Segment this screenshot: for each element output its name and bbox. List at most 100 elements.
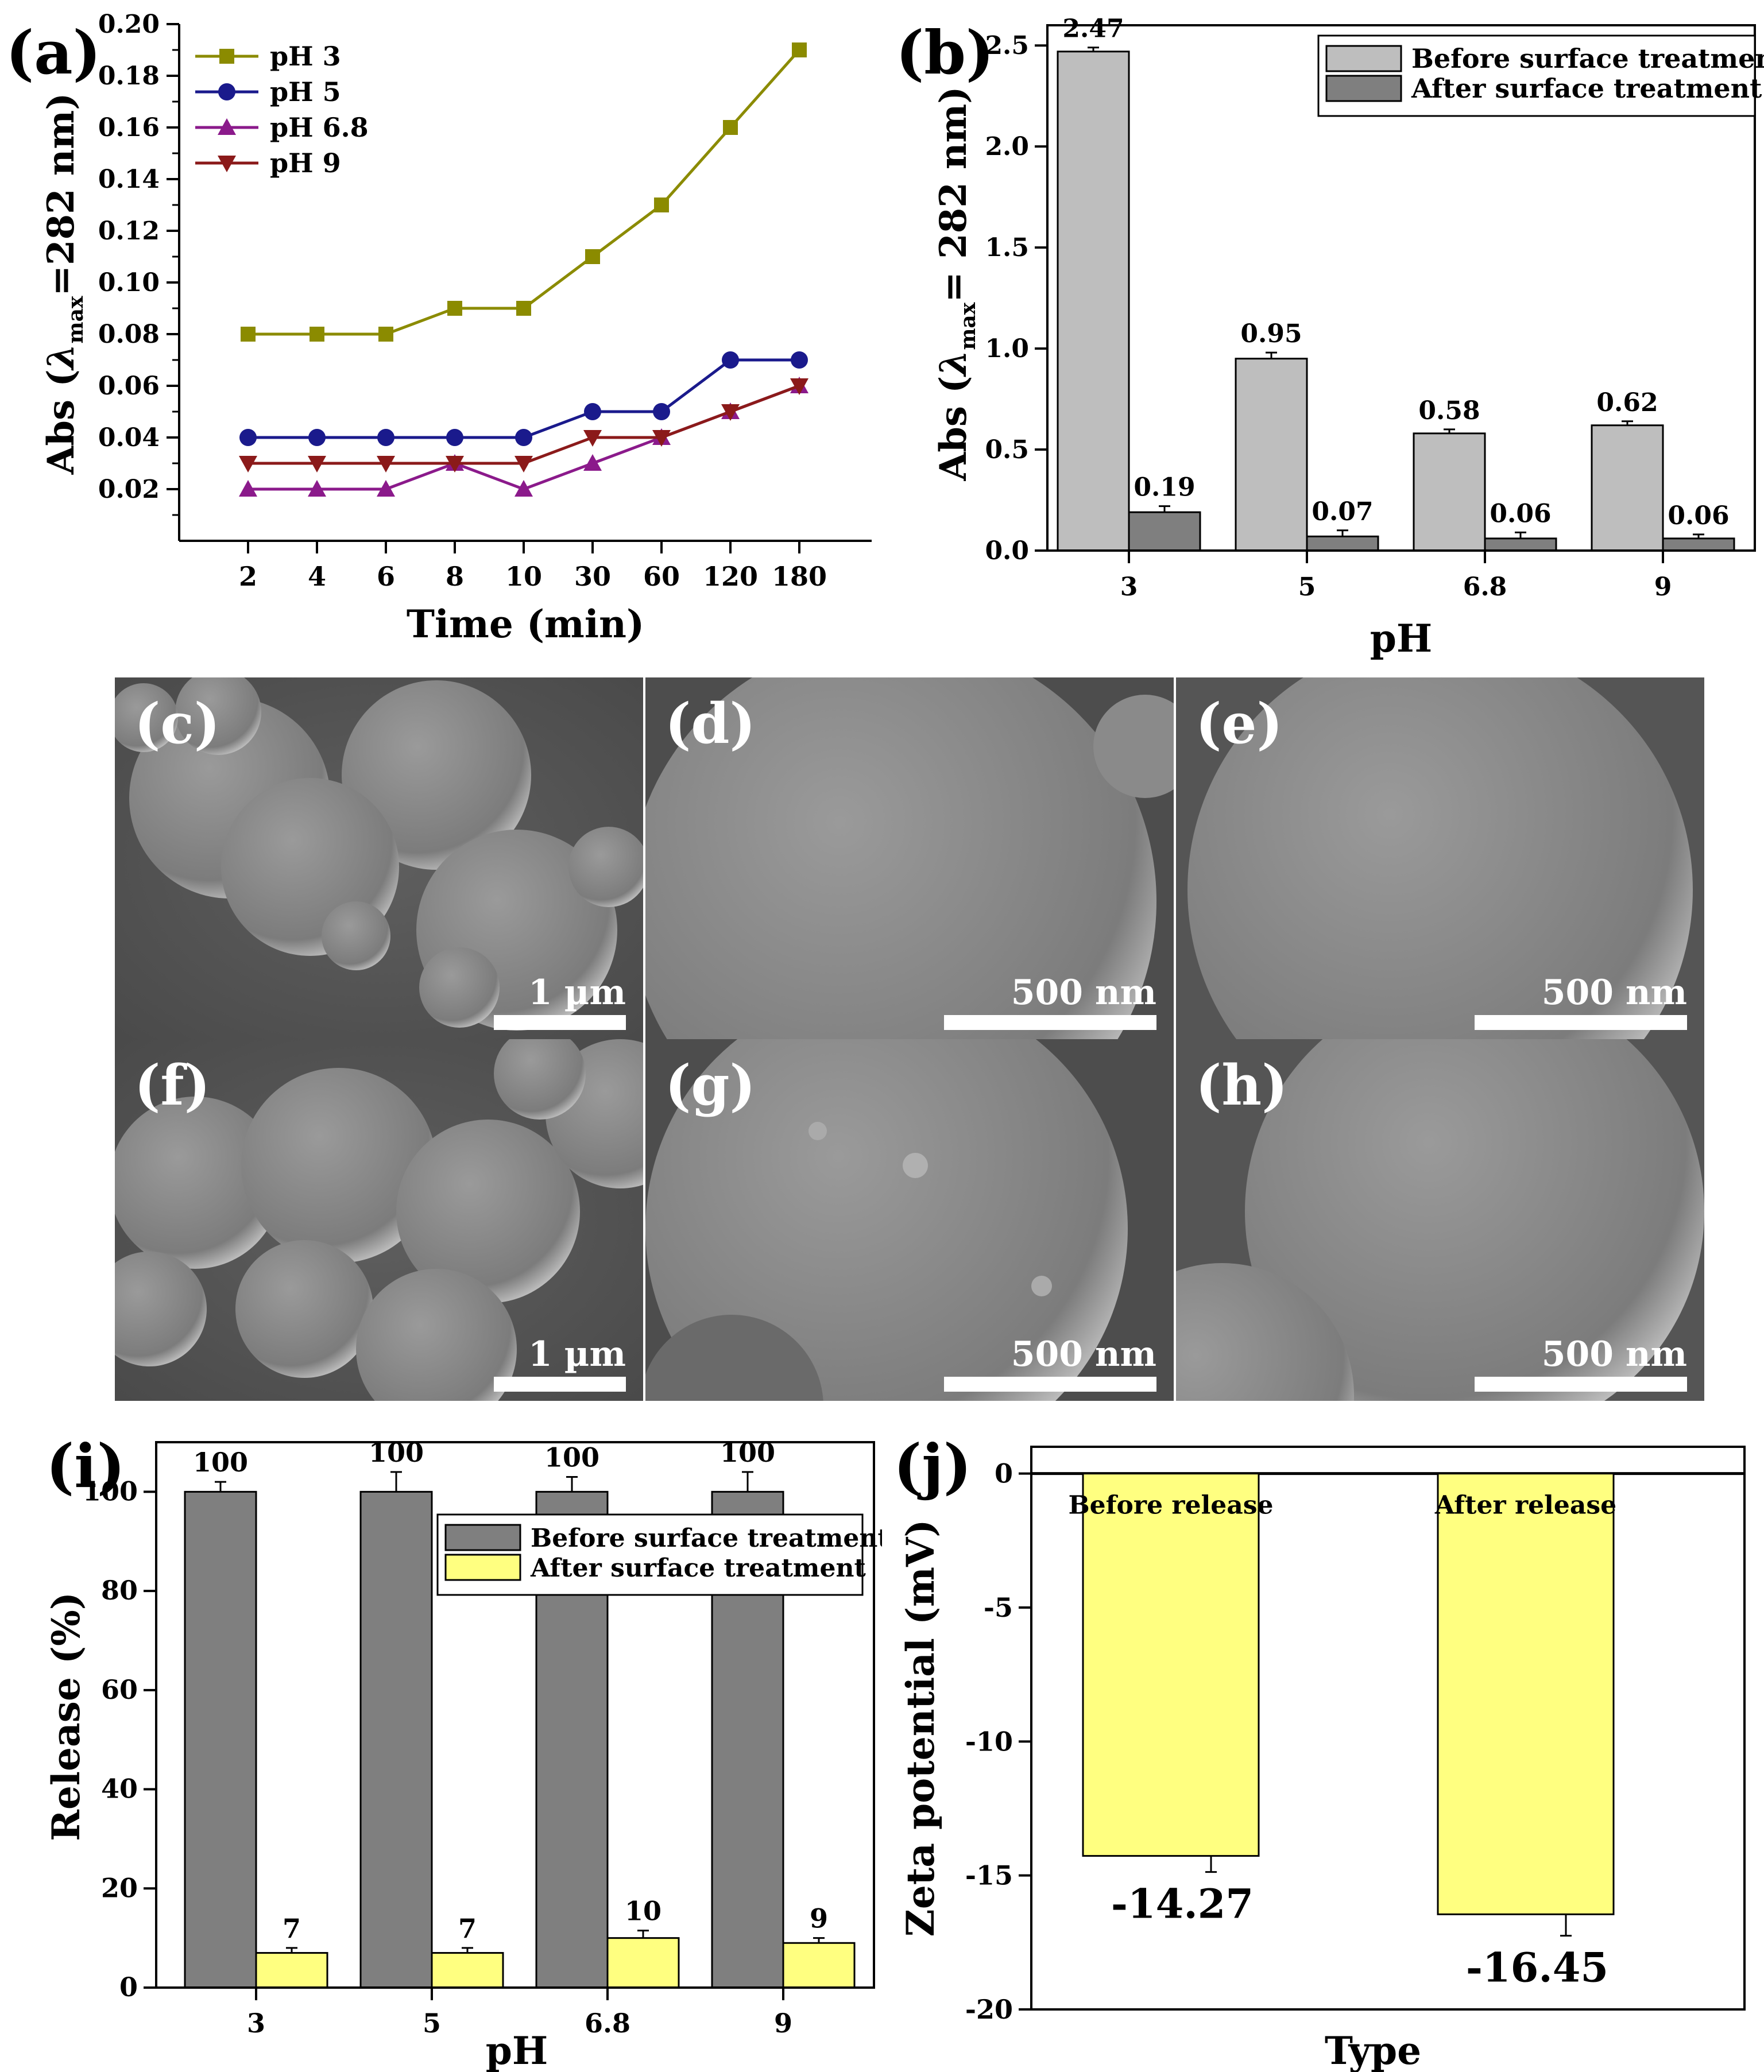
sem-micrograph [645,677,1174,1039]
data-point [583,430,602,447]
legend-swatch [1325,75,1402,102]
series-line [248,384,800,465]
y-tick-label: 0.16 [98,113,160,142]
data-point [377,429,394,446]
bar [1082,1473,1260,1857]
sem-micrograph [1176,1039,1704,1401]
legend-marker [219,49,234,64]
panel-b-ylabel-part2: = 282 nm) [932,86,975,302]
scale-bar-text: 500 nm [1011,1334,1156,1374]
bar [359,1490,433,1989]
panel-i-label: (i) [46,1431,125,1501]
data-label: 7 [458,1913,477,1944]
x-tick-label: 3 [247,2008,265,2039]
data-point [792,42,807,57]
series-line [248,358,799,439]
sem-image-d: (d) 500 nm [645,677,1174,1039]
data-label: 0.06 [1668,501,1729,530]
x-tick-label: 60 [643,561,680,592]
panel-b-ylabel-lambda: λ [932,350,975,378]
y-tick-label: 60 [101,1674,138,1705]
panel-b-x-axis-title: pH [1370,616,1433,661]
x-tick-label: 8 [446,561,464,592]
panel-i-plot-frame [155,1441,875,1989]
bar [1128,511,1201,552]
bar [606,1937,680,1989]
panel-i-x-axis-title: pH [486,2028,548,2072]
bar [1591,424,1664,552]
y-tick-label: 2.5 [985,31,1029,60]
scale-bar-text: 1 µm [528,1334,626,1374]
data-point [515,429,532,446]
panel-j-y-axis-title: Zeta potential (mV) [898,1520,943,1937]
data-point [723,120,738,135]
y-tick-label: 0.5 [985,435,1029,464]
bar [782,1942,856,1989]
y-tick-label: 100 [83,1475,138,1506]
data-label: 100 [193,1447,248,1478]
y-tick-label: 0.14 [98,165,160,194]
sem-panel-label: (e) [1196,691,1283,756]
legend-marker [218,156,236,172]
sem-image-f: (f) 1 µm [115,1039,643,1401]
legend-label: After surface treatment [1411,73,1762,104]
scale-bar-line [1475,1015,1687,1030]
legend-marker [218,118,236,135]
bar [1057,51,1130,552]
data-point [514,480,533,497]
panel-j-x-axis-title: Type [1325,2028,1421,2072]
data-label: 100 [544,1442,599,1473]
sem-image-h: (h) 500 nm [1176,1039,1704,1401]
panel-j-plot-frame [1030,1446,1746,2011]
scale-bar-line [494,1377,626,1392]
data-label: 2.47 [1062,14,1124,44]
y-tick-label: -5 [984,1592,1013,1623]
legend-label: pH 6.8 [270,112,369,143]
data-point [447,301,462,316]
legend-swatch [444,1554,521,1581]
scale-bar-line [944,1015,1156,1030]
category-label: Before release [1068,1491,1273,1520]
y-tick-label: 0.20 [98,10,160,39]
bar [1662,537,1735,552]
panel-j-bar-chart: (j) 0 -5 -10 -15 -20 Before release -14.27 Aft… [893,1431,1746,2072]
scale-bar-text: 1 µm [528,973,626,1013]
data-point [516,301,531,316]
y-tick-label: 2.0 [985,132,1029,161]
scale-bar: 1 µm [494,1334,626,1392]
panel-a-ylabel-sub: max [64,296,88,343]
data-point [239,456,257,473]
sem-micrograph [115,1039,643,1401]
data-label: 0.19 [1134,473,1195,502]
data-point [378,327,393,342]
bar [1306,535,1379,552]
x-tick-label: 10 [505,561,542,592]
data-label: -16.45 [1466,1944,1608,1992]
scale-bar: 500 nm [944,1334,1156,1392]
y-tick-label: 0.10 [98,268,160,297]
x-tick-label: 6.8 [585,2008,630,2039]
panel-b-bar-chart: (b) 0.0 0.5 1.0 1.5 2.0 2.5 3 5 6.8 9 2.47 0.19 0.… [896,14,1764,661]
x-tick-label: 5 [423,2008,441,2039]
data-point [239,480,257,497]
legend-label: pH 5 [270,76,341,107]
data-point [377,480,395,497]
sem-panel-label: (c) [134,691,220,756]
panel-a-ylabel-part1: Abs ( [40,369,83,475]
y-tick-label: 0.06 [98,371,160,401]
data-point [310,327,324,342]
y-tick-label: 0.08 [98,320,160,349]
data-label: 0.07 [1312,497,1373,526]
scale-bar-text: 500 nm [1011,973,1156,1013]
scale-bar-text: 500 nm [1541,973,1687,1013]
data-point [721,404,740,421]
sem-panel-label: (h) [1196,1053,1288,1118]
panel-b-ylabel-part1: Abs ( [932,376,975,482]
y-tick-label: 0 [995,1458,1013,1489]
x-tick-label: 180 [772,561,827,592]
x-tick-label: 9 [1654,572,1672,602]
y-tick-label: -20 [965,1994,1013,2025]
panel-a-ylabel-part2: =282 nm) [40,93,83,296]
panel-b-y-axis-title: Abs (λmax= 282 nm) [932,86,980,481]
